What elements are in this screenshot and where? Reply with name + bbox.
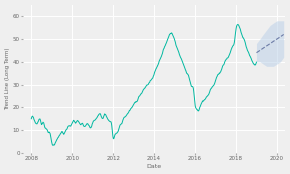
X-axis label: Date: Date xyxy=(146,164,162,169)
Y-axis label: Trend Line (Long Term): Trend Line (Long Term) xyxy=(5,48,10,110)
